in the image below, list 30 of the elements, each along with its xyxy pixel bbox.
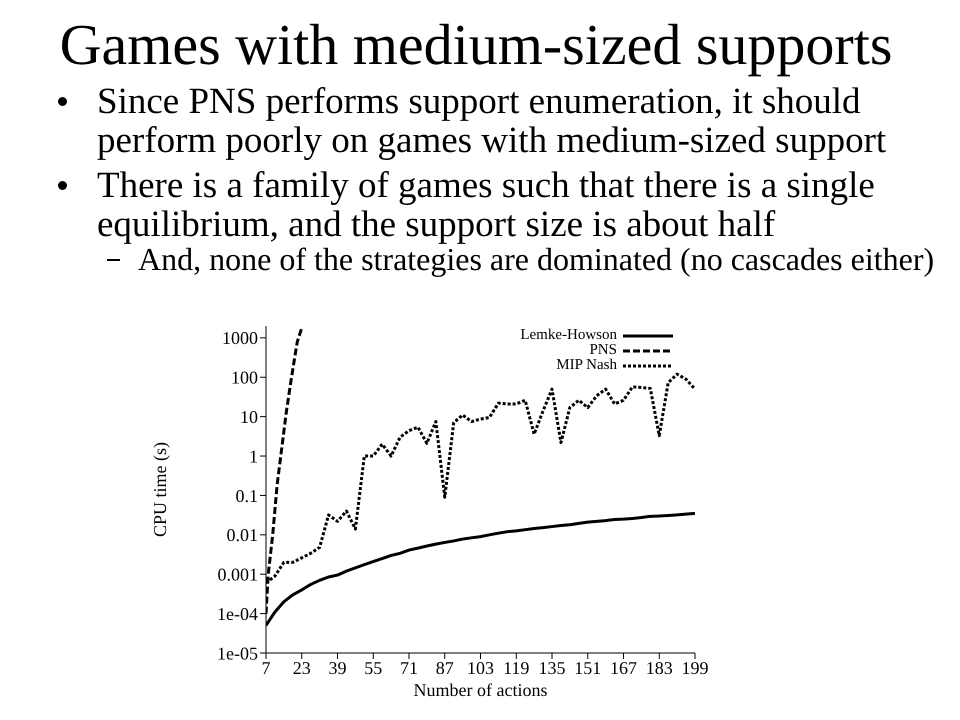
text: Since PNS performs support enumeration, it should perform poorly on games with medium-sized support (97, 81, 888, 161)
x-tick-label: 103 (467, 658, 494, 678)
y-tick-label: 1e-04 (217, 604, 258, 624)
x-tick-label: 39 (328, 658, 346, 678)
y-tick-label: 1000 (222, 328, 258, 348)
y-tick-label: 0.001 (218, 564, 258, 585)
x-tick-label: 167 (610, 658, 637, 678)
y-tick-label: 100 (231, 368, 258, 388)
y-tick-label: 1 (249, 446, 258, 466)
x-tick-label: 7 (262, 658, 270, 678)
x-axis-title: Number of actions (414, 680, 548, 700)
x-tick-label: 199 (682, 658, 708, 678)
x-tick-label: 87 (436, 658, 454, 678)
y-tick-label: 0.01 (226, 525, 258, 546)
x-tick-label: 183 (646, 658, 673, 678)
chart-title: Games with medium-sized supports (58, 12, 894, 77)
y-tick-label: 10 (240, 407, 258, 428)
x-tick-label: 23 (292, 658, 311, 678)
y-tick-label: 0.1 (236, 486, 258, 506)
x-tick-label: 71 (400, 658, 418, 678)
legend-label: MIP Nash (556, 357, 617, 373)
legend-label: Lemke-Howson (520, 327, 617, 343)
y-tick-label: 1e-05 (217, 643, 258, 664)
x-tick-label: 119 (503, 658, 530, 678)
x-tick-label: 151 (574, 658, 602, 678)
y-axis-title: CPU time (s) (150, 442, 170, 538)
text: There is a family of games such that there is a single equilibrium, and the support size is about half (97, 165, 876, 245)
legend-label: PNS (589, 342, 617, 358)
x-tick-label: 55 (364, 658, 382, 678)
x-tick-label: 135 (538, 658, 566, 678)
